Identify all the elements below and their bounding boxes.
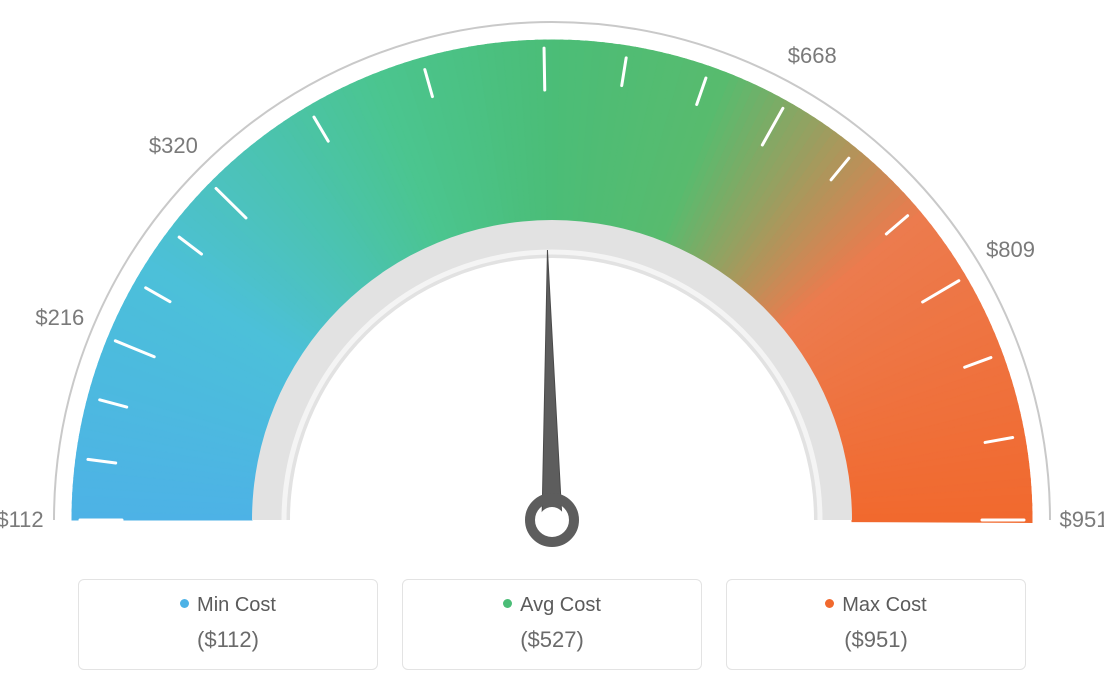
cost-gauge-container: $112 $216 $320 $527 $668 $809 $951 Min Cost ($… bbox=[0, 0, 1104, 690]
legend-dot-max bbox=[825, 599, 834, 608]
gauge-tick-label: $527 bbox=[519, 0, 568, 1]
legend-label-max: Max Cost bbox=[842, 594, 926, 616]
legend-title-avg: Avg Cost bbox=[403, 594, 701, 617]
legend-value-max: ($951) bbox=[727, 627, 1025, 653]
legend-dot-avg bbox=[503, 599, 512, 608]
legend-card-min: Min Cost ($112) bbox=[78, 579, 378, 670]
gauge-tick-label: $112 bbox=[0, 507, 44, 533]
gauge-tick-label: $809 bbox=[986, 237, 1035, 263]
gauge-svg bbox=[0, 0, 1104, 560]
legend-card-max: Max Cost ($951) bbox=[726, 579, 1026, 670]
legend-row: Min Cost ($112) Avg Cost ($527) Max Cost… bbox=[0, 579, 1104, 670]
gauge-tick-label: $320 bbox=[149, 133, 198, 159]
gauge-tick-label: $951 bbox=[1060, 507, 1104, 533]
gauge-tick-label: $668 bbox=[788, 43, 837, 69]
legend-card-avg: Avg Cost ($527) bbox=[402, 579, 702, 670]
legend-label-min: Min Cost bbox=[197, 594, 276, 616]
legend-value-avg: ($527) bbox=[403, 627, 701, 653]
legend-title-min: Min Cost bbox=[79, 594, 377, 617]
legend-title-max: Max Cost bbox=[727, 594, 1025, 617]
legend-dot-min bbox=[180, 599, 189, 608]
gauge-chart: $112 $216 $320 $527 $668 $809 $951 bbox=[0, 0, 1104, 560]
legend-value-min: ($112) bbox=[79, 627, 377, 653]
legend-label-avg: Avg Cost bbox=[520, 594, 601, 616]
gauge-tick-label: $216 bbox=[35, 305, 84, 331]
